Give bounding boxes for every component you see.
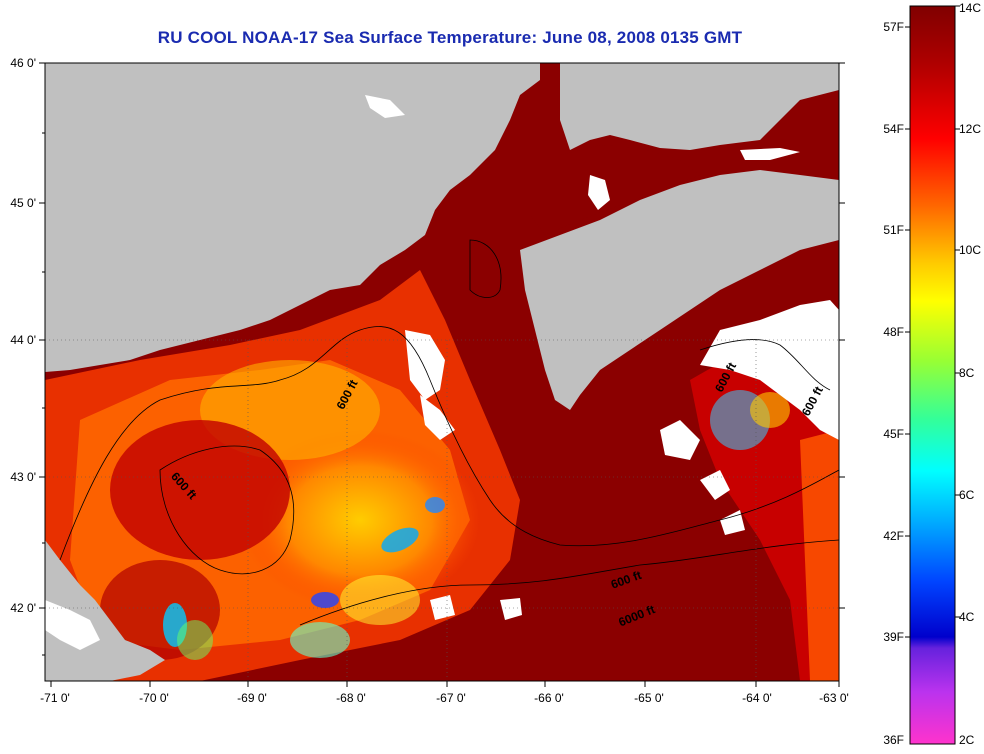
colorbar-f-label: 57F (883, 20, 904, 34)
red-patch-west (110, 420, 290, 560)
depth-contours (59, 239, 839, 626)
cold-patch (425, 497, 445, 513)
x-tick-label: -67 0' (436, 691, 466, 705)
cold-patch (290, 622, 350, 658)
scotian-shelf-east (800, 430, 839, 681)
colorbar-f-label: 45F (883, 427, 904, 441)
bay-of-fundy-water (530, 145, 700, 235)
y-tick-label: 44 0' (10, 333, 36, 347)
colorbar-c-label: 6C (959, 488, 975, 502)
x-axis (50, 681, 840, 687)
colorbar-c-label: 14C (959, 1, 981, 15)
y-tick-label: 42 0' (10, 601, 36, 615)
y-tick-label: 45 0' (10, 196, 36, 210)
colorbar-c-label: 4C (959, 610, 975, 624)
chart-title: RU COOL NOAA-17 Sea Surface Temperature:… (157, 28, 743, 47)
graticule (45, 339, 839, 681)
land-nova-scotia (520, 170, 839, 410)
x-tick-label: -63 0' (819, 691, 849, 705)
colorbar-f-label: 36F (883, 733, 904, 747)
colorbar-f-label: 51F (883, 223, 904, 237)
sst-map (45, 63, 839, 681)
y-tick-label: 43 0' (10, 470, 36, 484)
x-tick-label: -64 0' (742, 691, 772, 705)
colorbar-ticks (905, 5, 960, 638)
yellow-patch-scotian (750, 392, 790, 428)
colorbar-f-label: 48F (883, 325, 904, 339)
cold-patch (177, 620, 213, 660)
x-tick-label: -68 0' (336, 691, 366, 705)
yellow-patch (340, 575, 420, 625)
cold-patch (381, 527, 419, 553)
yellow-core-water (240, 430, 480, 610)
cold-patch (311, 592, 339, 608)
colorbar-f-label: 42F (883, 529, 904, 543)
colorbar-c-label: 8C (959, 366, 975, 380)
x-tick-label: -69 0' (237, 691, 267, 705)
cloud-patches (45, 95, 839, 650)
colorbar (909, 5, 956, 745)
x-tick-label: -66 0' (534, 691, 564, 705)
y-tick-label: 46 0' (10, 56, 36, 70)
map-frame (44, 62, 840, 682)
land-new-england (45, 63, 540, 372)
colorbar-c-label: 12C (959, 122, 981, 136)
colorbar-c-label: 2C (959, 733, 975, 747)
x-tick-label: -65 0' (634, 691, 664, 705)
y-axis (39, 62, 845, 656)
x-tick-label: -71 0' (40, 691, 70, 705)
colorbar-f-label: 54F (883, 122, 904, 136)
x-tick-label: -70 0' (139, 691, 169, 705)
land-new-brunswick (560, 63, 839, 150)
colorbar-f-label: 39F (883, 630, 904, 644)
colorbar-c-label: 10C (959, 243, 981, 257)
